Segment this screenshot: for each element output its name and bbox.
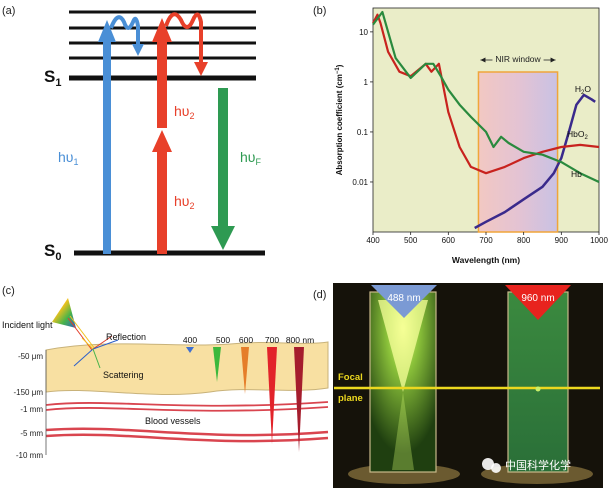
wavelength-600: 600 (239, 335, 253, 345)
watermark-wechat-icon (482, 458, 501, 473)
hv2-top-label: hυ2 (174, 103, 194, 121)
wavelength-800: 800 nm (286, 335, 314, 345)
legend-hb: Hb (571, 169, 582, 179)
panel-a-jablonski-diagram: (a) S1 S0 hυ1 hυ2 hυ2 (2, 5, 265, 263)
left-beam-tail (392, 392, 414, 470)
wavelength-500: 500 (216, 335, 230, 345)
depth-5mm: -5 mm (20, 429, 43, 438)
hv1-label: hυ1 (58, 149, 78, 167)
plane-label: plane (338, 393, 363, 404)
series-line-hb (372, 10, 600, 183)
s0-label: S0 (44, 241, 61, 263)
x-tick-label: 400 (366, 236, 380, 245)
x-tick-label: 700 (479, 236, 493, 245)
series-line-hbo2 (372, 13, 600, 175)
wavelength-700: 700 (265, 335, 279, 345)
green-emission-arrow (211, 88, 235, 250)
blood-vessels-label: Blood vessels (145, 416, 201, 426)
x-axis-title: Wavelength (nm) (452, 255, 520, 265)
penetration-700nm (267, 347, 277, 444)
x-tick-label: 600 (442, 236, 456, 245)
panel-label-b: (b) (313, 5, 326, 17)
focal-label: Focal (338, 372, 363, 383)
x-tick-label: 500 (404, 236, 418, 245)
y-tick-label: 0.1 (357, 128, 369, 137)
skin-layer (45, 341, 329, 396)
blue-excitation-arrow (98, 15, 144, 254)
blood-vessel-1b (45, 406, 329, 412)
chart-axes: 400 500 600 700 800 900 1000 10 1 0.1 0.01 (352, 28, 608, 245)
chart-series (372, 10, 600, 230)
watermark-text: 中国科学化学 (505, 458, 571, 472)
hvf-label: hυF (240, 149, 261, 167)
blood-vessel-2 (45, 427, 329, 437)
right-wavelength-label: 960 nm (521, 293, 554, 304)
x-tick-label: 1000 (590, 236, 608, 245)
legend-hbo2: HbO2 (567, 129, 588, 141)
s1-label: S1 (44, 67, 61, 89)
panel-b-absorption-chart: (b) NIR window 400 500 600 700 800 900 1000 10 1… (313, 5, 608, 265)
blood-vessel-1 (45, 401, 329, 407)
y-tick-label: 10 (359, 28, 368, 37)
left-wavelength-label: 488 nm (387, 293, 420, 304)
scatter-rays (67, 315, 119, 369)
legend-h2o: H2O (575, 84, 591, 96)
panel-c-tissue-penetration: (c) -50 μm -150 μm -1 mm -5 mm -10 mm In… (2, 285, 329, 460)
series-line-h2o (474, 93, 596, 230)
y-tick-label: 0.01 (352, 178, 368, 187)
x-tick-label: 900 (555, 236, 569, 245)
depth-150um: -150 μm (13, 388, 43, 397)
panel-label-a: (a) (2, 5, 15, 17)
nir-window-label: NIR window (495, 54, 541, 64)
reflection-label: Reflection (106, 332, 146, 342)
x-tick-label: 800 (517, 236, 531, 245)
right-focal-spot (535, 386, 541, 392)
penetration-600nm (241, 347, 249, 394)
scattering-label: Scattering (103, 370, 144, 380)
penetration-800nm (294, 347, 304, 452)
red-beam-arrow (505, 285, 571, 320)
penetration-500nm (213, 347, 221, 382)
blood-vessel-2b (45, 433, 329, 443)
depth-50um: -50 μm (18, 352, 43, 361)
panel-d-photo: (d) 488 nm 960 nm Focal plane 中国科学化学 (313, 283, 603, 488)
blue-beam-arrow (371, 285, 437, 318)
y-axis-title: Absorption coefficient (cm−1) (335, 64, 344, 175)
incident-light-label: Incident light (2, 320, 53, 330)
depth-10mm: -10 mm (16, 451, 43, 460)
left-beam-cone (378, 300, 428, 392)
penetration-400nm (186, 347, 194, 353)
red-two-photon-arrows (152, 12, 208, 254)
panel-label-d: (d) (313, 289, 326, 301)
hv2-bottom-label: hυ2 (174, 193, 194, 211)
panel-label-c: (c) (2, 285, 15, 297)
nir-window-arrow (480, 57, 556, 63)
depth-1mm: -1 mm (20, 405, 43, 414)
y-tick-label: 1 (364, 78, 369, 87)
wavelength-400: 400 (183, 335, 197, 345)
